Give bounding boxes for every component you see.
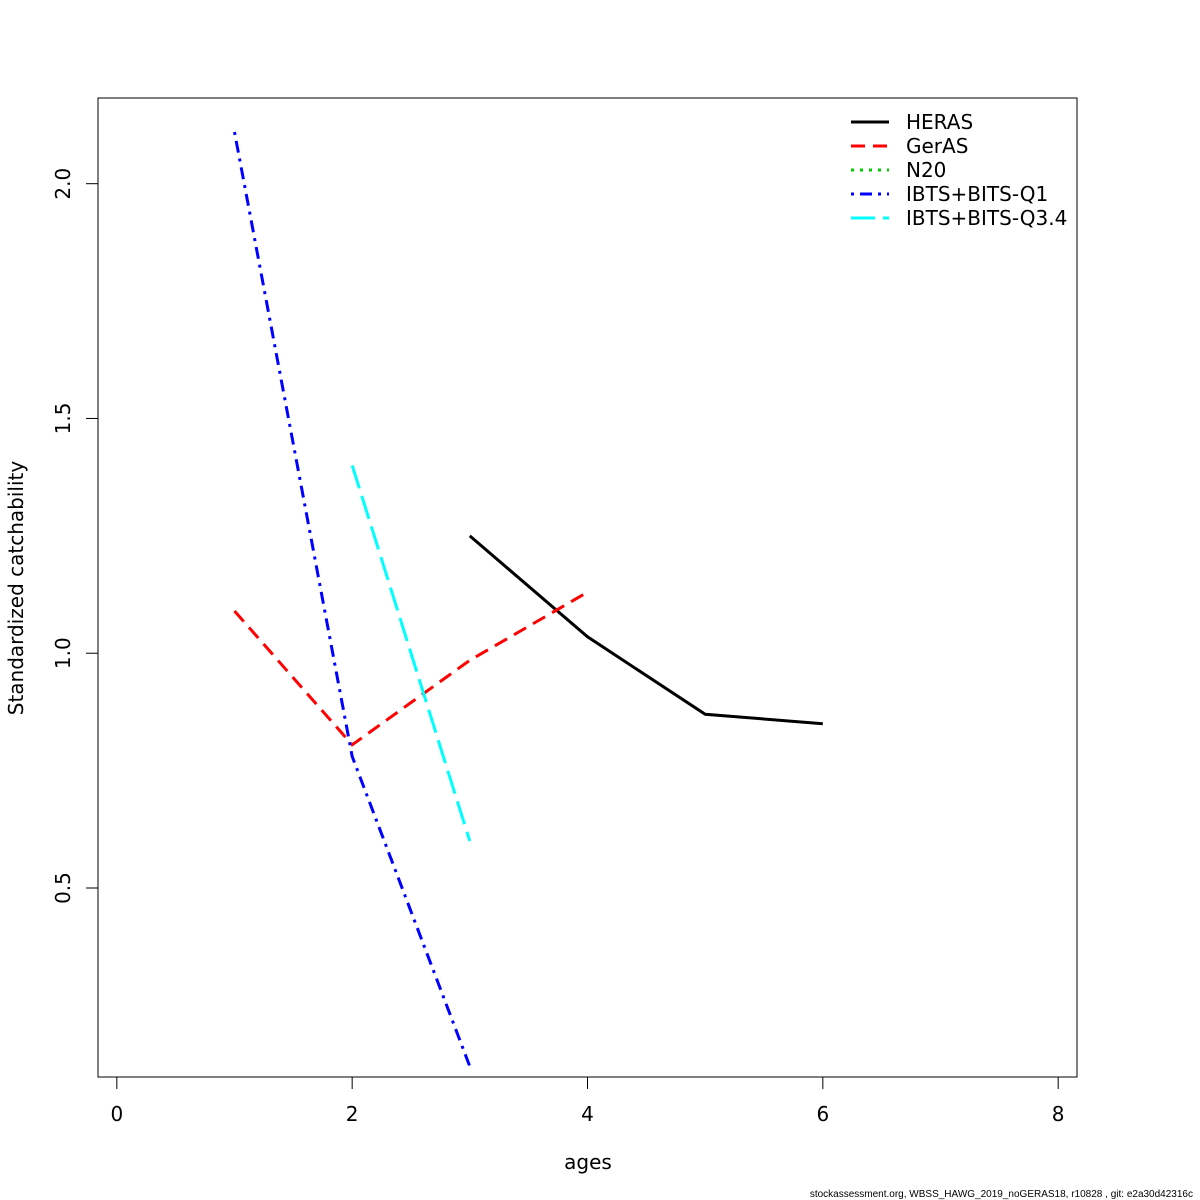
y-tick-label: 2.0 xyxy=(51,168,75,200)
series-layer xyxy=(233,131,823,1067)
series-line-geras xyxy=(233,590,589,747)
legend-label: GerAS xyxy=(906,134,968,158)
y-tick-label: 1.5 xyxy=(51,403,75,435)
plot-frame xyxy=(97,97,1078,1078)
x-tick-label: 0 xyxy=(110,1102,123,1126)
legend-label: IBTS+BITS-Q3.4 xyxy=(906,206,1067,230)
footer-credit: stockassessment.org, WBSS_HAWG_2019_noGE… xyxy=(810,1189,1193,1200)
legend-label: IBTS+BITS-Q1 xyxy=(906,182,1048,206)
x-tick-label: 2 xyxy=(346,1102,359,1126)
x-tick-label: 8 xyxy=(1052,1102,1065,1126)
y-tick-label: 0.5 xyxy=(51,872,75,904)
series-line-heras xyxy=(468,534,823,726)
series-line-ibts-bits-q1 xyxy=(233,131,472,1067)
series-line-ibts-bits-q3-4 xyxy=(350,464,472,842)
x-tick-label: 4 xyxy=(581,1102,594,1126)
x-axis: 0 2 4 6 8 xyxy=(110,1076,1065,1126)
x-axis-label: ages xyxy=(564,1150,612,1174)
x-tick-label: 6 xyxy=(816,1102,829,1126)
legend-label: N20 xyxy=(906,158,946,182)
y-axis-label: Standardized catchability xyxy=(4,461,28,716)
y-tick-label: 1.0 xyxy=(51,637,75,669)
y-axis: 0.5 1.0 1.5 2.0 xyxy=(51,168,99,904)
legend-label: HERAS xyxy=(906,110,973,134)
